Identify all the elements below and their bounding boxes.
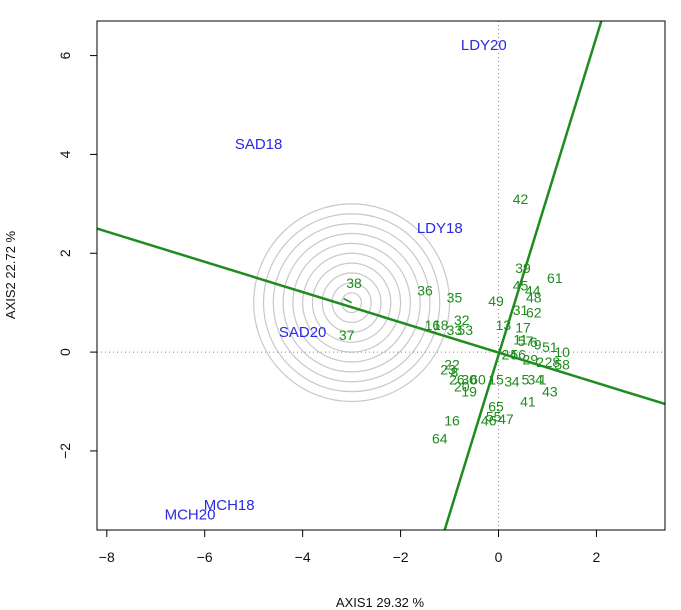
genotype-label: 35 xyxy=(447,290,463,306)
genotype-label: 61 xyxy=(547,270,563,286)
genotype-label: 10 xyxy=(554,344,570,360)
genotype-label: 4 xyxy=(512,374,520,390)
genotype-label: 42 xyxy=(513,191,529,207)
x-tick-label: 0 xyxy=(495,549,503,565)
genotype-label: 31 xyxy=(513,302,529,318)
environment-label: LDY20 xyxy=(461,37,507,54)
y-axis-label: AXIS2 22.72 % xyxy=(3,230,18,319)
genotype-label: 6 xyxy=(530,334,538,350)
genotype-label: 38 xyxy=(346,275,362,291)
genotype-label: 13 xyxy=(496,317,512,333)
genotype-label: 30 xyxy=(461,371,477,387)
x-tick-label: −8 xyxy=(99,549,115,565)
x-tick-label: −2 xyxy=(393,549,409,565)
genotype-label: 5 xyxy=(522,371,530,387)
genotype-label: 49 xyxy=(488,293,504,309)
y-tick-label: 6 xyxy=(57,51,73,59)
genotype-label: 64 xyxy=(432,431,448,447)
genotype-label: 20 xyxy=(454,379,470,395)
genotype-label: 45 xyxy=(513,277,529,293)
genotype-label: 41 xyxy=(520,394,536,410)
genotype-label: 29 xyxy=(523,352,539,368)
genotype-label: 16 xyxy=(425,317,441,333)
genotype-label: 57 xyxy=(518,333,534,349)
genotype-label: 58 xyxy=(554,356,570,372)
environment-label: SAD18 xyxy=(235,136,283,153)
environment-label: SAD20 xyxy=(279,324,327,341)
genotype-label: 53 xyxy=(457,322,473,338)
genotype-label: 3 xyxy=(504,374,512,390)
plot-frame xyxy=(96,20,666,531)
genotype-label: 19 xyxy=(461,384,477,400)
genotype-label: 18 xyxy=(433,317,449,333)
genotype-label: 26 xyxy=(449,371,465,387)
x-tick-label: −4 xyxy=(295,549,311,565)
genotype-label: 32 xyxy=(454,312,470,328)
genotype-label: 62 xyxy=(526,305,542,321)
y-tick-label: 2 xyxy=(57,249,73,257)
concentric-circle xyxy=(253,203,451,403)
genotype-label: 24 xyxy=(502,347,518,363)
genotype-label: 2 xyxy=(536,354,544,370)
genotype-label: 47 xyxy=(498,411,514,427)
genotype-label: 43 xyxy=(542,384,558,400)
concentric-circle xyxy=(341,292,363,314)
concentric-circle xyxy=(321,272,382,333)
genotype-label: 28 xyxy=(545,354,561,370)
genotype-label: 39 xyxy=(515,260,531,276)
genotype-label: 36 xyxy=(417,282,433,298)
concentric-circle xyxy=(331,282,372,324)
environment-label: MCH20 xyxy=(165,507,216,524)
plot-content xyxy=(97,21,665,530)
x-tick-label: −6 xyxy=(197,549,213,565)
axis-line xyxy=(97,227,665,406)
genotype-label: 37 xyxy=(339,327,355,343)
concentric-circle xyxy=(272,223,431,383)
genotype-label: 44 xyxy=(525,282,541,298)
center-arrow xyxy=(343,298,352,304)
genotype-label: 56 xyxy=(510,347,526,363)
x-axis: −8 −6 −4 −2 0 2 xyxy=(99,530,601,565)
concentric-circle xyxy=(262,213,441,393)
genotype-label: 22 xyxy=(444,356,460,372)
genotype-label: 16 xyxy=(444,412,460,428)
genotype-label: 33 xyxy=(447,322,463,338)
genotype-label: 65 xyxy=(488,398,504,414)
axis-line xyxy=(443,21,603,530)
y-tick-label: 4 xyxy=(57,150,73,158)
y-tick-label: 0 xyxy=(57,348,73,356)
concentric-circle xyxy=(302,252,402,353)
x-axis-label: AXIS1 29.32 % xyxy=(336,595,425,610)
genotype-label: 46 xyxy=(481,412,497,428)
concentric-circle xyxy=(292,242,411,363)
genotype-label: 48 xyxy=(526,290,542,306)
genotype-label: 15 xyxy=(488,371,504,387)
genotype-label: 23 xyxy=(440,361,456,377)
genotype-label: 51 xyxy=(542,339,558,355)
x-tick-label: 2 xyxy=(593,549,601,565)
concentric-circle xyxy=(311,262,392,343)
y-tick-label: −2 xyxy=(57,443,73,459)
genotype-label: 11 xyxy=(513,332,528,348)
genotype-label: 1 xyxy=(539,371,547,387)
y-axis: −2 0 2 4 6 xyxy=(57,51,97,459)
genotype-label: 17 xyxy=(515,319,531,335)
environment-label: MCH18 xyxy=(204,497,255,514)
genotype-label: 8 xyxy=(451,364,459,380)
genotype-label: 55 xyxy=(486,408,502,424)
genotype-label: 34 xyxy=(527,371,543,387)
genotype-label: 9 xyxy=(534,337,542,353)
concentric-circle xyxy=(282,232,421,373)
genotype-label: 60 xyxy=(470,371,486,387)
environment-label: LDY18 xyxy=(417,220,463,237)
